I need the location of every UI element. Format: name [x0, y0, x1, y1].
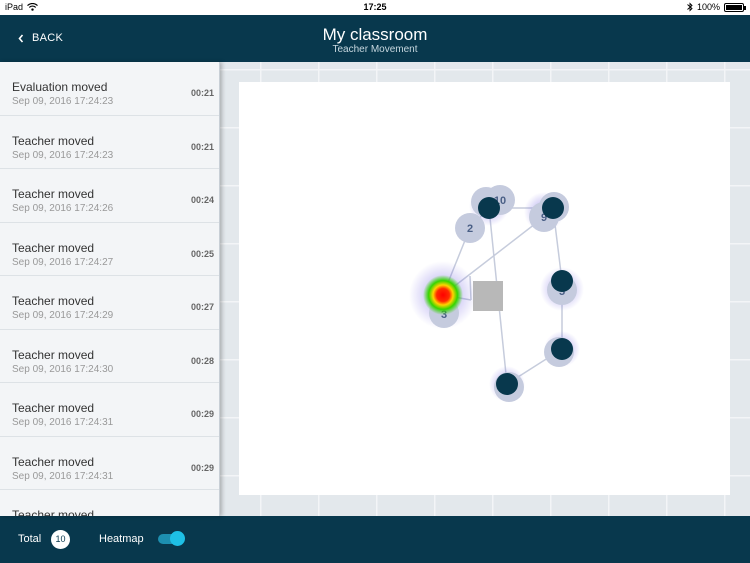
- device-name: iPad: [5, 2, 24, 12]
- event-date: Sep 09, 2016 17:24:31: [12, 470, 114, 482]
- chevron-left-icon: [18, 33, 24, 43]
- event-title: Teacher moved: [12, 508, 95, 516]
- event-date: Sep 09, 2016 17:24:31: [12, 417, 114, 428]
- status-time: 17:25: [363, 2, 387, 12]
- back-label: BACK: [32, 32, 64, 44]
- list-item[interactable]: Teacher moved Sep 09, 2016 17:24:27 00:2…: [0, 223, 219, 276]
- event-title: Teacher moved: [12, 347, 95, 362]
- toggle-knob: [170, 531, 185, 546]
- event-list[interactable]: Evaluation moved Sep 09, 2016 17:24:23 0…: [0, 62, 220, 516]
- list-item[interactable]: Teacher moved Sep 09, 2016 17:24:23 00:2…: [0, 116, 219, 169]
- event-date: Sep 09, 2016 17:24:26: [12, 203, 114, 214]
- list-item[interactable]: Teacher moved Sep 09, 2016 17:24:31 00:2…: [0, 437, 219, 490]
- event-duration: 00:29: [190, 462, 214, 473]
- teacher-desk: [473, 281, 503, 311]
- event-title: Teacher moved: [12, 187, 95, 201]
- event-duration: 00:27: [190, 302, 214, 312]
- classroom-map[interactable]: 2 10 9 3 5: [239, 82, 730, 495]
- nav-bar: BACK My classroom Teacher Movement: [0, 15, 750, 62]
- event-title: Evaluation moved: [12, 80, 108, 94]
- heatmap-label: Heatmap: [99, 533, 144, 545]
- map-point-label: 3: [441, 309, 447, 321]
- total-count-badge: 10: [51, 530, 70, 549]
- page-title: My classroom: [322, 25, 428, 44]
- event-duration: 00:25: [190, 248, 214, 259]
- event-title: Teacher moved: [12, 133, 95, 148]
- footer-bar: Total 10 Heatmap: [0, 516, 750, 563]
- event-date: Sep 09, 2016 17:24:30: [12, 363, 114, 375]
- heatmap-toggle[interactable]: [158, 531, 185, 546]
- list-item[interactable]: Teacher moved Sep 09, 2016 17:24:30 00:2…: [0, 330, 219, 383]
- event-title: Teacher moved: [12, 454, 95, 469]
- event-duration: 00:29: [190, 409, 214, 419]
- heatmap-hotspot: [423, 275, 463, 315]
- map-point-label: 2: [467, 223, 473, 235]
- event-date: Sep 09, 2016 17:24:23: [12, 96, 114, 107]
- event-date: Sep 09, 2016 17:24:27: [12, 256, 114, 268]
- page-subtitle: Teacher Movement: [332, 44, 418, 55]
- event-duration: 00:21: [190, 141, 214, 152]
- back-button[interactable]: BACK: [18, 32, 63, 44]
- event-date: Sep 09, 2016 17:24:29: [12, 310, 114, 321]
- event-duration: 00:24: [190, 195, 214, 205]
- list-item[interactable]: Teacher moved: [0, 490, 219, 516]
- list-item[interactable]: Teacher moved Sep 09, 2016 17:24:31 00:2…: [0, 383, 219, 437]
- total-label: Total: [18, 533, 42, 545]
- status-bar: iPad 17:25 100%: [0, 0, 750, 15]
- movement-map: 2 10 9 3 5: [409, 185, 584, 402]
- event-duration: 00:28: [190, 355, 214, 366]
- event-title: Teacher moved: [12, 240, 95, 255]
- list-item[interactable]: Evaluation moved Sep 09, 2016 17:24:23 0…: [0, 62, 219, 116]
- teacher-markers: [478, 197, 573, 395]
- list-item[interactable]: Teacher moved Sep 09, 2016 17:24:29 00:2…: [0, 276, 219, 330]
- event-title: Teacher moved: [12, 401, 95, 415]
- wifi-icon: [27, 3, 38, 11]
- event-date: Sep 09, 2016 17:24:23: [12, 149, 114, 161]
- bluetooth-icon: [687, 2, 693, 12]
- map-point-label: 9: [541, 212, 547, 224]
- battery-percent: 100%: [696, 2, 720, 12]
- event-duration: 00:21: [190, 88, 214, 98]
- battery-icon: [724, 2, 746, 12]
- list-item[interactable]: Teacher moved Sep 09, 2016 17:24:26 00:2…: [0, 169, 219, 223]
- event-title: Teacher moved: [12, 294, 95, 308]
